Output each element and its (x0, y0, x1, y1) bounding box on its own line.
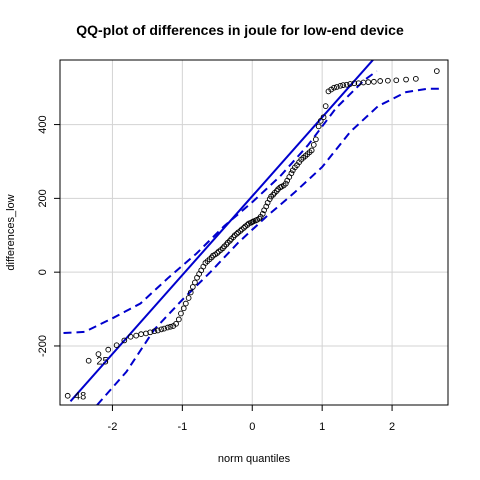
y-tick-label: 200 (37, 189, 49, 207)
point-label: 48 (74, 391, 86, 403)
envelope-upper (64, 71, 377, 333)
data-point (176, 317, 181, 322)
data-point (366, 80, 371, 85)
x-tick-label: 0 (249, 421, 255, 433)
envelope-lower (97, 89, 441, 405)
data-point (186, 296, 191, 301)
data-point (313, 137, 318, 142)
y-axis: -200 0 200 400 (37, 115, 60, 357)
data-point (378, 79, 383, 84)
data-point (134, 333, 139, 338)
point-label: 25 (96, 356, 108, 368)
data-point (193, 280, 198, 285)
data-point (323, 104, 328, 109)
data-point (385, 78, 390, 83)
data-point (311, 142, 316, 147)
y-tick-label: 400 (37, 115, 49, 133)
data-point (394, 78, 399, 83)
data-point (413, 76, 418, 81)
data-point (86, 358, 91, 363)
data-point (289, 171, 294, 176)
y-axis-label: differences_low (5, 194, 17, 270)
data-point (106, 347, 111, 352)
data-point (434, 69, 439, 74)
data-point (371, 79, 376, 84)
x-axis-label: norm quantiles (218, 453, 291, 465)
plot-frame (60, 60, 448, 405)
data-point (139, 332, 144, 337)
data-point (114, 343, 119, 348)
grid-lines (60, 60, 448, 405)
y-tick-label: 0 (37, 269, 49, 275)
x-tick-label: 2 (389, 421, 395, 433)
data-point (404, 77, 409, 82)
x-axis: -2 -1 0 1 2 (108, 405, 396, 433)
x-tick-label: -1 (177, 421, 187, 433)
x-tick-label: -2 (108, 421, 118, 433)
data-point (65, 393, 70, 398)
y-tick-label: -200 (37, 335, 49, 357)
x-tick-label: 1 (319, 421, 325, 433)
data-point (183, 301, 188, 306)
